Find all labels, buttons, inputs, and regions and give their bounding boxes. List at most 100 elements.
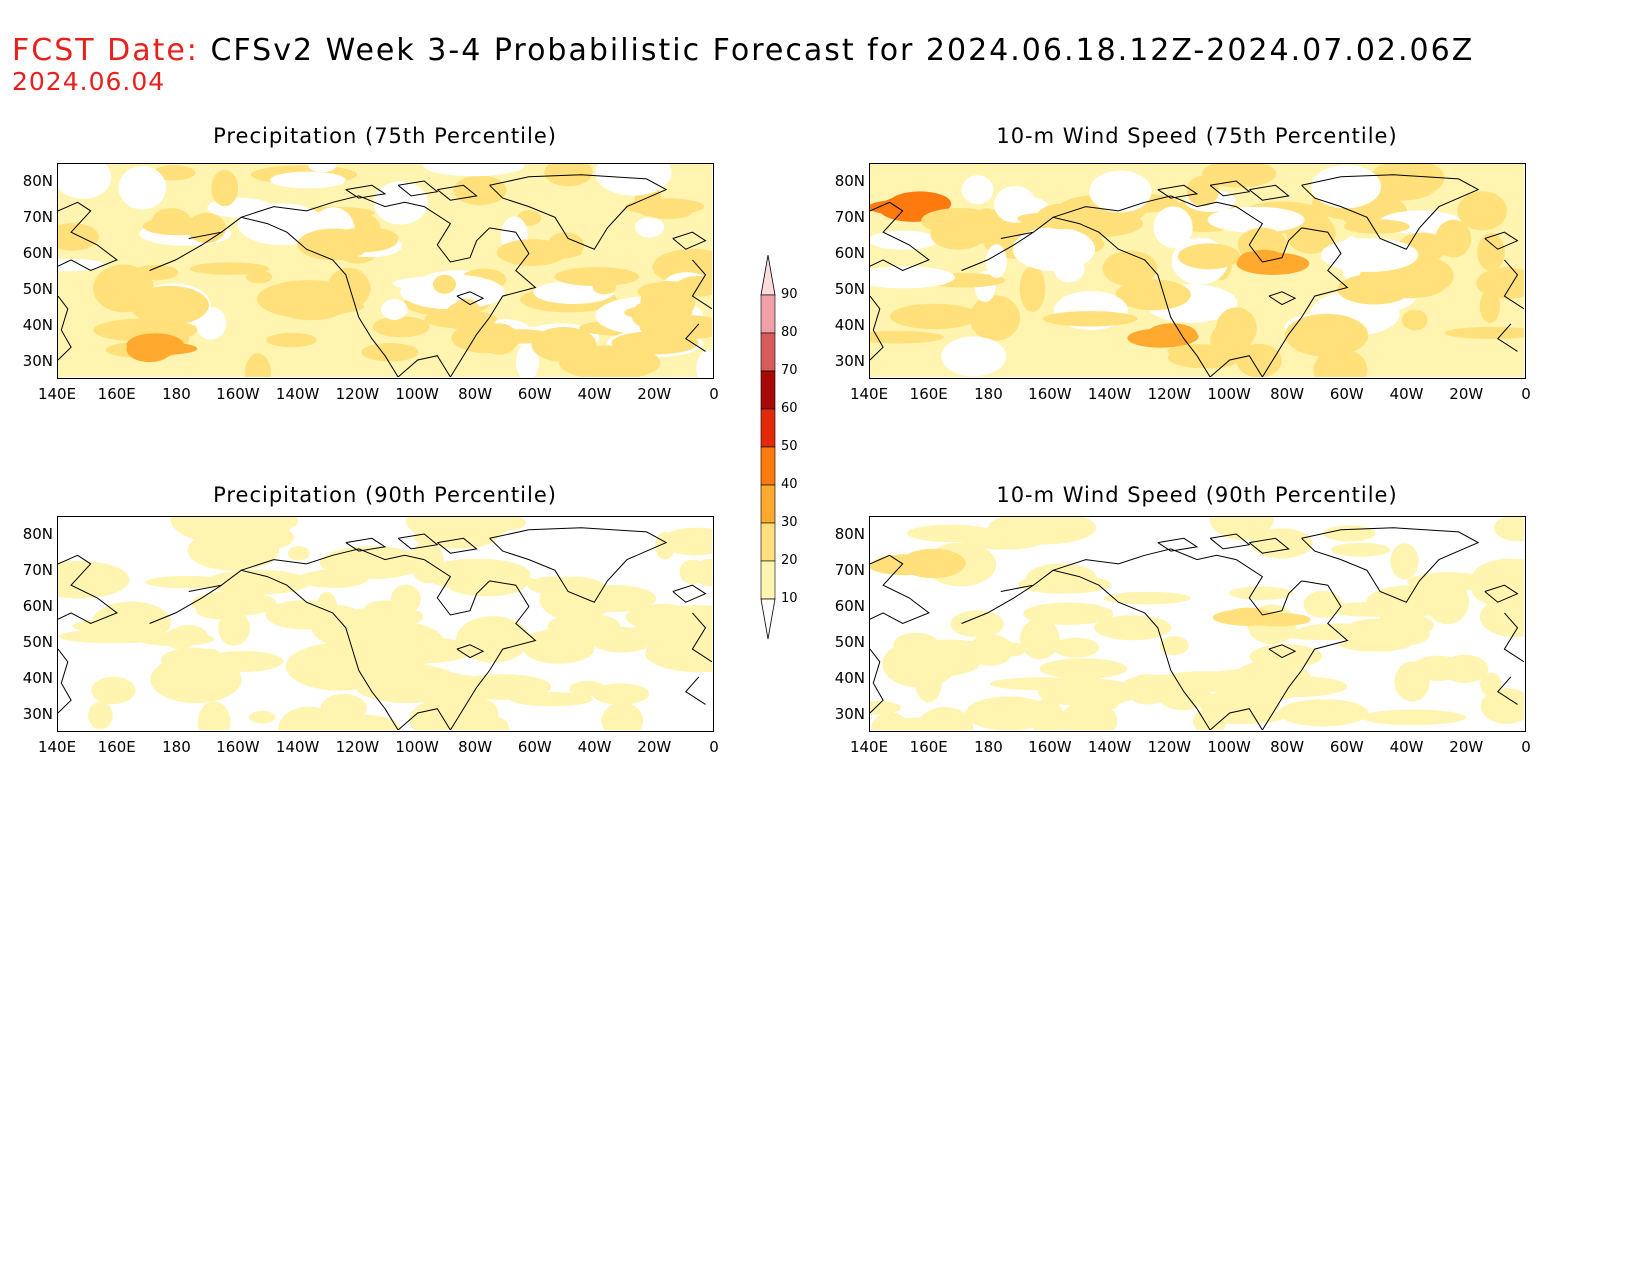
colorbar-level-label: 40 — [781, 477, 798, 492]
panel-title-precip-90: Precipitation (90th Percentile) — [213, 483, 557, 507]
coastline — [961, 231, 1034, 271]
coastline — [691, 612, 712, 663]
colorbar-segment — [760, 522, 776, 562]
field-patch — [1444, 326, 1524, 339]
field-patch — [1216, 307, 1257, 350]
coastline — [1157, 184, 1199, 199]
lon-tick-label: 160W — [1028, 385, 1072, 403]
field-patch — [191, 648, 229, 693]
field-high — [637, 282, 687, 301]
field-patch — [1477, 233, 1505, 271]
field-patch — [941, 336, 1007, 377]
colorbar-level-label: 30 — [781, 515, 798, 530]
field-high — [268, 296, 340, 311]
lon-tick-label: 140W — [275, 385, 320, 403]
coastline — [397, 533, 439, 550]
field-patch — [191, 591, 277, 616]
coastline — [1209, 355, 1263, 377]
coastline — [1268, 644, 1297, 659]
coastline — [456, 644, 485, 659]
lon-tick-label: 120W — [335, 385, 380, 403]
field-patch — [58, 164, 112, 199]
lon-tick-label: 60W — [1329, 738, 1364, 756]
field-high — [1126, 674, 1168, 705]
coastline — [1157, 537, 1199, 552]
field-patch — [994, 185, 1037, 223]
lon-tick-label: 140W — [1087, 385, 1132, 403]
fcst-date-value: 2024.06.04 — [12, 67, 166, 96]
field-patch — [1186, 175, 1219, 207]
lat-tick-label: 60N — [22, 244, 53, 262]
field-patch — [893, 632, 940, 657]
lon-tick-label: 160E — [97, 738, 136, 756]
coastline — [1261, 580, 1349, 730]
forecast-title: CFSv2 Week 3-4 Probabilistic Forecast fo… — [210, 33, 1475, 68]
field-high — [340, 607, 406, 631]
coastline — [58, 648, 72, 714]
coastline — [397, 708, 451, 730]
lon-tick-label: 20W — [637, 738, 672, 756]
coastline — [870, 554, 930, 625]
lon-tick-label: 0 — [709, 738, 719, 756]
field-patch — [367, 637, 474, 664]
field-patch — [1394, 661, 1430, 702]
coastline — [1497, 323, 1518, 352]
lon-tick-label: 160E — [909, 738, 948, 756]
colorbar-level-label: 60 — [781, 401, 798, 416]
lon-tick-label: 100W — [395, 385, 439, 403]
panel-title-wind-90: 10-m Wind Speed (90th Percentile) — [996, 483, 1398, 507]
coastline — [436, 184, 478, 201]
colorbar-bottom-triangle — [760, 598, 776, 640]
field-patch — [461, 698, 499, 730]
field-high — [1237, 251, 1270, 272]
field-patch — [915, 666, 942, 703]
field-patch — [1020, 618, 1060, 660]
coastline — [188, 216, 399, 377]
wind-90-map — [869, 516, 1526, 732]
field-high — [1476, 267, 1524, 299]
field-patch — [1042, 311, 1138, 327]
coastline — [436, 537, 478, 554]
field-patch — [906, 524, 994, 542]
lon-tick-label: 120W — [1147, 738, 1192, 756]
field-patch — [986, 244, 1007, 278]
lat-tick-label: 80N — [22, 525, 53, 543]
field-patch — [515, 343, 540, 377]
coastline — [1497, 676, 1518, 705]
coastline — [691, 259, 712, 310]
field-high — [330, 227, 398, 253]
coastline — [870, 648, 884, 714]
colorbar-level-label: 10 — [781, 591, 798, 606]
field-patch — [1435, 219, 1472, 258]
field-patch — [1048, 564, 1086, 580]
colorbar-level-label: 20 — [781, 553, 798, 568]
lon-tick-label: 0 — [1521, 738, 1531, 756]
map-field-svg — [58, 164, 712, 377]
field-patch — [381, 298, 408, 320]
field-patch — [372, 316, 430, 338]
coastline — [1484, 584, 1519, 603]
lat-tick-label: 60N — [834, 597, 865, 615]
field-high — [675, 275, 712, 297]
coastline — [961, 584, 1034, 624]
coastline — [489, 174, 668, 250]
field-patch — [870, 700, 902, 715]
coastline — [397, 180, 439, 197]
precip-75-map — [57, 163, 714, 379]
colorbar-segment — [760, 332, 776, 372]
field-patch — [601, 702, 644, 730]
field-patch — [625, 198, 705, 215]
field-patch — [92, 601, 171, 643]
field-patch — [218, 611, 250, 646]
lon-tick-label: 120W — [1147, 385, 1192, 403]
field-patch — [322, 714, 401, 730]
colorbar — [760, 255, 776, 640]
lon-tick-label: 140E — [849, 738, 889, 756]
lon-tick-label: 140E — [849, 385, 889, 403]
field-patch — [1278, 699, 1369, 727]
coastline — [685, 676, 706, 705]
lon-tick-label: 20W — [1449, 738, 1484, 756]
lon-tick-label: 60W — [517, 385, 552, 403]
lat-tick-label: 80N — [834, 172, 865, 190]
lat-tick-label: 60N — [22, 597, 53, 615]
